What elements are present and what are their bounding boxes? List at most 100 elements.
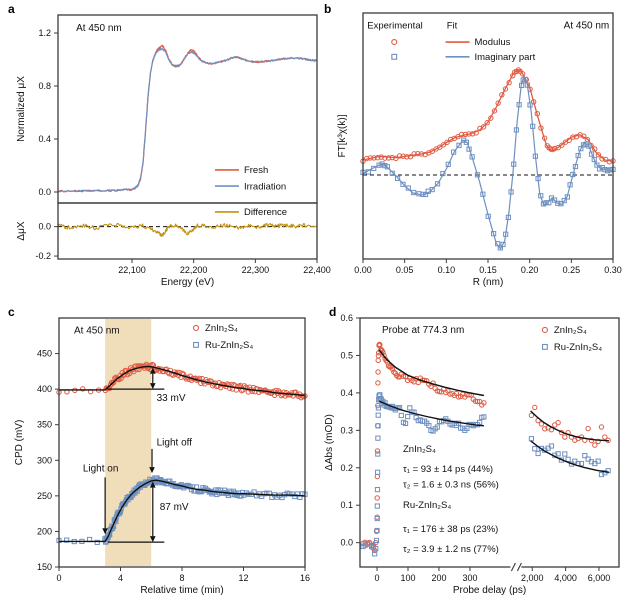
data-marker bbox=[381, 352, 387, 359]
x-tick-label: 16 bbox=[300, 573, 310, 583]
data-marker bbox=[94, 539, 100, 546]
legend-znin2s4-d-marker bbox=[541, 326, 548, 334]
data-marker bbox=[535, 450, 541, 457]
data-marker bbox=[375, 423, 381, 429]
data-marker bbox=[455, 394, 462, 400]
data-marker bbox=[394, 372, 400, 379]
data-marker bbox=[480, 124, 487, 130]
data-marker bbox=[374, 495, 380, 501]
data-marker bbox=[382, 163, 388, 169]
data-marker bbox=[375, 469, 381, 475]
difference-line bbox=[57, 222, 318, 237]
data-marker bbox=[497, 245, 503, 251]
data-marker bbox=[481, 414, 487, 420]
legend-header-fit: Fit bbox=[447, 20, 458, 31]
znin2s4-ta-scatter-left bbox=[360, 341, 487, 554]
data-marker bbox=[405, 413, 411, 420]
data-marker bbox=[562, 451, 568, 457]
data-marker bbox=[400, 181, 406, 187]
axis-break-mask bbox=[510, 563, 522, 571]
data-marker bbox=[375, 435, 381, 441]
panel-label-d: d bbox=[329, 305, 337, 319]
data-marker bbox=[396, 153, 403, 159]
data-marker bbox=[80, 386, 86, 392]
y-tick-label: -0.2 bbox=[35, 251, 51, 261]
data-marker bbox=[415, 379, 421, 386]
legend-znin2s4-marker bbox=[192, 324, 200, 332]
data-marker bbox=[375, 353, 382, 359]
data-marker bbox=[595, 152, 602, 158]
x-axis-label: Probe delay (ps) bbox=[453, 585, 526, 596]
data-marker bbox=[444, 139, 450, 146]
data-marker bbox=[384, 164, 391, 170]
x-tick-label: 12 bbox=[238, 573, 248, 583]
tau2-ru-znin2s4: τ₂ = 3.9 ± 1.2 ns (77%) bbox=[403, 544, 499, 555]
data-marker bbox=[502, 86, 509, 92]
data-marker bbox=[374, 503, 380, 509]
legend-exp-circle-marker bbox=[391, 38, 398, 46]
data-marker bbox=[565, 456, 571, 462]
data-marker bbox=[398, 412, 404, 419]
data-marker bbox=[373, 537, 380, 544]
legend-znin2s4-label: ZnIn₂S₄ bbox=[205, 323, 238, 334]
tau1-znin2s4: τ₁ = 93 ± 14 ps (44%) bbox=[403, 464, 493, 475]
ru-znin2s4-ta-scatter-right bbox=[528, 436, 611, 478]
x-axis-label: Energy (eV) bbox=[161, 277, 214, 288]
data-marker bbox=[440, 142, 447, 148]
x-tick-label: 4 bbox=[118, 573, 123, 583]
data-marker bbox=[437, 144, 443, 150]
legend-ru-znin2s4-d-label: Ru-ZnIn₂S₄ bbox=[554, 342, 602, 353]
axes-frame bbox=[359, 317, 620, 568]
y-tick-label: 0.3 bbox=[340, 425, 353, 435]
legend-header-experimental: Experimental bbox=[367, 20, 422, 31]
data-marker bbox=[528, 436, 535, 442]
data-marker bbox=[591, 156, 597, 163]
x-tick-label: 0.25 bbox=[563, 265, 581, 275]
panel-d: 0 100 200 300 2,000 4,000 6,000 0.0 0.1 0.2 0.3 0.4… bbox=[324, 313, 620, 596]
y-tick-label: 1.2 bbox=[38, 28, 51, 38]
data-marker bbox=[429, 186, 435, 193]
data-marker bbox=[548, 443, 555, 449]
data-marker bbox=[595, 438, 601, 445]
y-tick-label: 0.5 bbox=[340, 350, 353, 360]
data-marker bbox=[445, 161, 451, 167]
data-marker bbox=[542, 426, 548, 432]
data-marker bbox=[375, 405, 381, 411]
modulus-fit-line bbox=[362, 69, 614, 162]
x-tick-label: 0 bbox=[375, 573, 380, 583]
y-axis-label: CPD (mV) bbox=[14, 420, 25, 466]
light-on-label: Light on bbox=[83, 464, 119, 475]
x-tick-label: 0.30 bbox=[604, 265, 622, 275]
x-tick-label: 22,400 bbox=[303, 265, 331, 275]
x-tick-label: 8 bbox=[179, 573, 184, 583]
legend-modulus-label: Modulus bbox=[475, 37, 511, 48]
data-marker bbox=[546, 200, 552, 206]
x-axis-label: R (nm) bbox=[473, 277, 504, 288]
arrow-head bbox=[102, 528, 108, 535]
panel-d-condition: Probe at 774.3 nm bbox=[382, 325, 464, 336]
y-axis-label: ΔμX bbox=[16, 221, 27, 240]
panel-label-c: c bbox=[8, 305, 15, 319]
data-marker bbox=[394, 175, 401, 181]
data-marker bbox=[477, 419, 483, 426]
data-marker bbox=[402, 420, 409, 427]
y-tick-label: 400 bbox=[37, 384, 52, 394]
y-tick-label: 0.0 bbox=[38, 187, 51, 197]
data-marker bbox=[374, 473, 381, 480]
data-marker bbox=[561, 197, 567, 204]
data-marker bbox=[434, 181, 441, 187]
y-tick-label: 0.4 bbox=[38, 134, 51, 144]
data-marker bbox=[373, 546, 379, 552]
data-marker bbox=[528, 412, 535, 419]
znin2s4-ta-fit-right bbox=[530, 410, 610, 442]
data-marker bbox=[538, 421, 545, 427]
x-tick-label: 4,000 bbox=[554, 573, 577, 583]
data-marker bbox=[374, 448, 381, 454]
data-marker bbox=[225, 382, 232, 388]
data-marker bbox=[389, 170, 395, 176]
data-marker bbox=[374, 527, 380, 534]
panel-label-a: a bbox=[8, 2, 15, 16]
data-marker bbox=[375, 369, 381, 375]
